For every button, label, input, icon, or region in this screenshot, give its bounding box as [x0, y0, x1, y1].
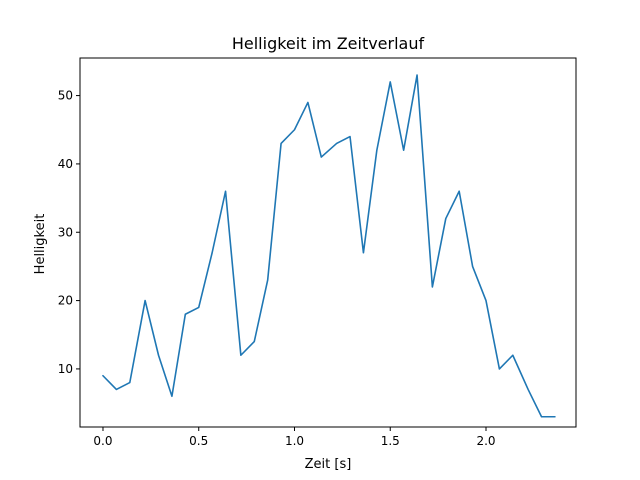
chart-title: Helligkeit im Zeitverlauf	[232, 34, 425, 53]
series-line-0	[102, 74, 556, 418]
x-axis-label: Zeit [s]	[305, 457, 352, 472]
y-tick-label: 50	[58, 89, 73, 103]
x-tick-label: 2.0	[476, 434, 495, 448]
y-tick-label: 30	[58, 225, 73, 239]
y-tick-label: 10	[58, 362, 73, 376]
x-tick-label: 1.0	[285, 434, 304, 448]
y-axis-label: Helligkeit	[33, 214, 48, 275]
x-tick-label: 0.0	[93, 434, 112, 448]
x-tick-label: 0.5	[189, 434, 208, 448]
plot-area: 0.0 0.5 1.0 1.5 2.0 10 20 30 40 50	[58, 57, 577, 448]
x-tick-label: 1.5	[381, 434, 400, 448]
plot-frame	[79, 57, 577, 428]
y-tick-label: 40	[58, 157, 73, 171]
y-tick-label: 20	[58, 294, 73, 308]
